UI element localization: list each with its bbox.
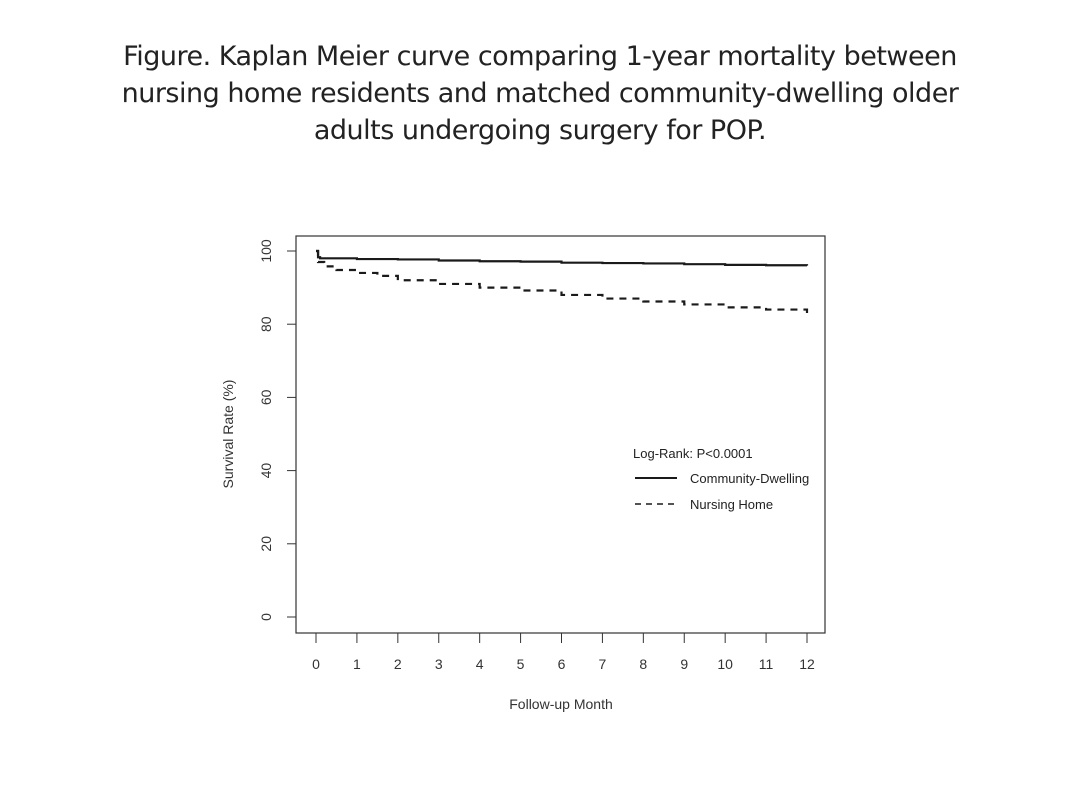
plot-frame (295, 235, 826, 634)
y-tick-label: 60 (258, 389, 274, 405)
x-tick-label: 7 (599, 656, 607, 672)
figure-title: Figure. Kaplan Meier curve comparing 1-y… (0, 38, 1080, 149)
x-tick-label: 3 (435, 656, 443, 672)
legend-title: Log-Rank: P<0.0001 (633, 446, 753, 461)
series-line-nursing-home (316, 249, 809, 314)
x-tick-label: 8 (639, 656, 647, 672)
x-tick-label: 10 (717, 656, 733, 672)
legend-label-nursing-home: Nursing Home (690, 497, 773, 512)
y-tick-label: 40 (258, 463, 274, 479)
x-tick-label: 12 (799, 656, 815, 672)
x-tick-label: 4 (476, 656, 484, 672)
x-tick-label: 6 (558, 656, 566, 672)
x-axis: 0 1 2 3 4 5 6 7 8 9 10 11 12 (312, 633, 815, 672)
title-line-1: Figure. Kaplan Meier curve comparing 1-y… (123, 41, 957, 72)
x-tick-label: 5 (517, 656, 525, 672)
x-axis-label: Follow-up Month (509, 696, 613, 712)
series-group (316, 249, 809, 314)
legend: Log-Rank: P<0.0001 Community-Dwelling Nu… (633, 446, 809, 512)
x-tick-label: 9 (680, 656, 688, 672)
y-tick-label: 100 (258, 239, 274, 263)
y-axis-label: Survival Rate (%) (220, 380, 236, 489)
y-axis: 0 20 40 60 80 100 (258, 239, 296, 621)
x-tick-label: 2 (394, 656, 402, 672)
x-tick-label: 0 (312, 656, 320, 672)
y-tick-label: 80 (258, 316, 274, 332)
x-tick-label: 11 (759, 656, 774, 672)
x-tick-label: 1 (353, 656, 361, 672)
y-tick-label: 0 (258, 613, 274, 621)
title-line-3: adults undergoing surgery for POP. (313, 115, 767, 146)
series-line-community-dwelling (316, 249, 809, 267)
title-line-2: nursing home residents and matched commu… (121, 78, 959, 109)
y-tick-label: 20 (258, 536, 274, 552)
legend-label-community: Community-Dwelling (690, 471, 809, 486)
